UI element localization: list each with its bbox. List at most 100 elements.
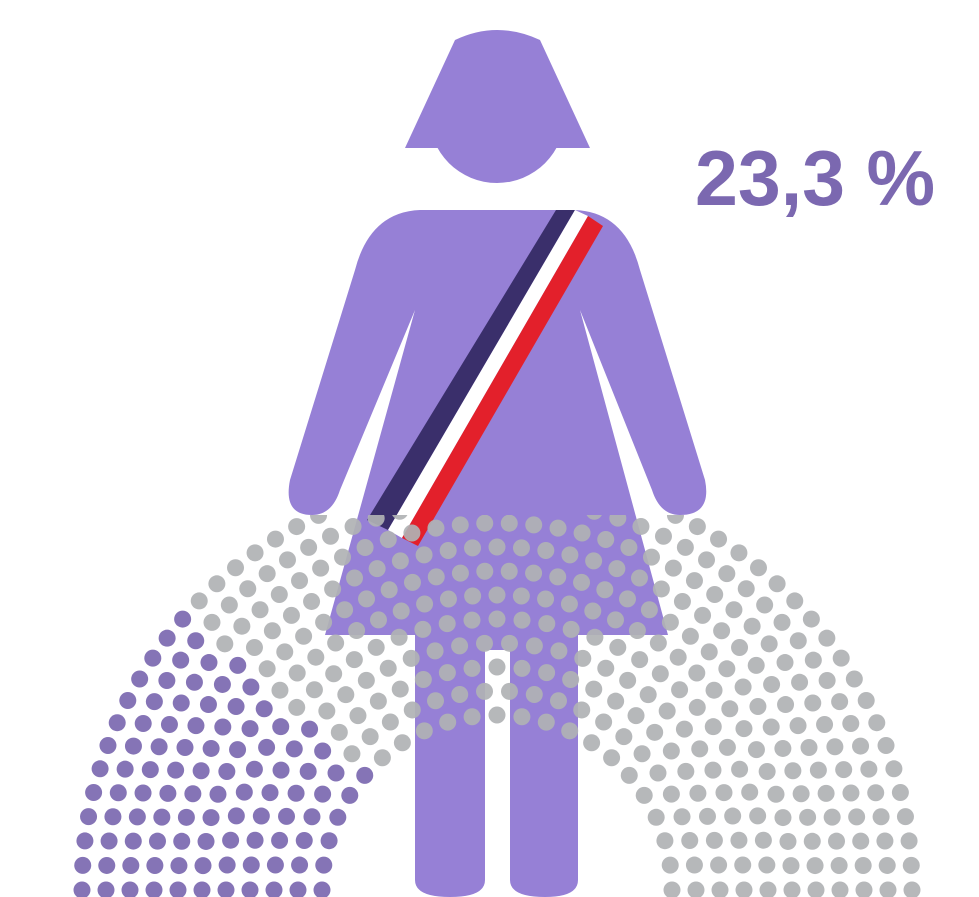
seat-dot bbox=[689, 784, 707, 802]
seat-dot bbox=[632, 517, 650, 535]
seat-dot bbox=[158, 671, 176, 689]
seat-dot bbox=[791, 673, 809, 691]
seat-dot bbox=[615, 728, 633, 746]
seat-dot bbox=[98, 856, 116, 874]
seat-dot bbox=[501, 634, 519, 652]
seat-dot bbox=[227, 559, 245, 577]
seat-dot bbox=[854, 856, 872, 874]
seat-dot bbox=[116, 760, 134, 778]
seat-dot bbox=[392, 602, 410, 620]
seat-dot bbox=[705, 831, 723, 849]
seat-dot bbox=[261, 784, 279, 802]
seat-dot bbox=[768, 575, 786, 593]
seat-dot bbox=[251, 601, 269, 619]
seat-dot bbox=[831, 881, 849, 897]
seat-dot bbox=[131, 670, 149, 688]
seat-dot bbox=[688, 518, 706, 536]
seat-dot bbox=[807, 881, 825, 897]
seat-dot bbox=[550, 642, 568, 660]
seat-dot bbox=[337, 686, 355, 704]
seat-dot bbox=[193, 881, 211, 897]
seat-dot bbox=[276, 643, 294, 661]
seat-dot bbox=[227, 807, 245, 825]
seat-dot bbox=[724, 807, 742, 825]
seat-dot bbox=[652, 580, 670, 598]
seat-dot bbox=[344, 517, 362, 535]
seat-dot bbox=[842, 715, 860, 733]
seat-dot bbox=[662, 785, 680, 803]
other-seats bbox=[190, 515, 921, 897]
seat-dot bbox=[705, 681, 723, 699]
seat-dot bbox=[718, 565, 736, 583]
seat-dot bbox=[390, 628, 408, 646]
seat-dot bbox=[826, 738, 844, 756]
seat-dot bbox=[885, 760, 903, 778]
seat-dot bbox=[704, 718, 722, 736]
seat-dot bbox=[415, 722, 433, 740]
seat-dot bbox=[743, 617, 761, 635]
seat-dot bbox=[800, 739, 818, 757]
seat-dot bbox=[512, 539, 530, 557]
seat-dot bbox=[721, 700, 739, 718]
seat-dot bbox=[285, 740, 303, 758]
seat-dot bbox=[427, 692, 445, 710]
seat-dot bbox=[688, 698, 706, 716]
seat-dot bbox=[597, 659, 615, 677]
seat-dot bbox=[651, 665, 669, 683]
seat-dot bbox=[675, 720, 693, 738]
seat-dot bbox=[229, 741, 247, 759]
seat-dot bbox=[618, 590, 636, 608]
seat-dot bbox=[777, 696, 795, 714]
seat-dot bbox=[747, 656, 765, 674]
seat-dot bbox=[640, 601, 658, 619]
seat-dot bbox=[144, 649, 162, 667]
share-label: 23,3 % bbox=[695, 134, 935, 222]
seat-dot bbox=[403, 524, 421, 542]
seat-dot bbox=[562, 671, 580, 689]
seat-dot bbox=[867, 784, 885, 802]
seat-dot bbox=[91, 760, 109, 778]
seat-dot bbox=[301, 720, 319, 738]
seat-dot bbox=[263, 622, 281, 640]
seat-dot bbox=[416, 595, 434, 613]
seat-dot bbox=[324, 580, 342, 598]
seat-dot bbox=[258, 738, 276, 756]
seat-dot bbox=[806, 857, 824, 875]
seat-dot bbox=[414, 671, 432, 689]
seat-dot bbox=[222, 831, 240, 849]
seat-dot bbox=[620, 539, 638, 557]
seat-dot bbox=[818, 629, 836, 647]
seat-dot bbox=[779, 832, 797, 850]
seat-dot bbox=[803, 832, 821, 850]
seat-dot bbox=[661, 613, 679, 631]
seat-dot bbox=[654, 527, 672, 545]
seat-dot bbox=[451, 516, 469, 534]
seat-dot bbox=[731, 638, 749, 656]
seat-dot bbox=[762, 718, 780, 736]
seat-dot bbox=[176, 739, 194, 757]
sash bbox=[367, 210, 603, 546]
seat-dot bbox=[217, 881, 235, 897]
seat-dot bbox=[463, 659, 481, 677]
seat-dot bbox=[816, 715, 834, 733]
seat-dot bbox=[673, 592, 691, 610]
seat-dot bbox=[438, 664, 456, 682]
seat-dot bbox=[145, 693, 163, 711]
seat-dot bbox=[239, 580, 257, 598]
seat-dot bbox=[173, 832, 191, 850]
seat-dot bbox=[202, 739, 220, 757]
seat-dot bbox=[73, 881, 91, 897]
seat-dot bbox=[393, 734, 411, 752]
seat-dot bbox=[789, 717, 807, 735]
seat-dot bbox=[76, 832, 94, 850]
seat-dot bbox=[639, 686, 657, 704]
seat-dot bbox=[391, 552, 409, 570]
seat-dot bbox=[583, 734, 601, 752]
seat-dot bbox=[438, 615, 456, 633]
seat-dot bbox=[730, 831, 748, 849]
seat-dot bbox=[320, 832, 338, 850]
seat-dot bbox=[199, 696, 217, 714]
seats bbox=[73, 515, 921, 897]
seat-dot bbox=[330, 723, 348, 741]
seat-dot bbox=[379, 530, 397, 548]
